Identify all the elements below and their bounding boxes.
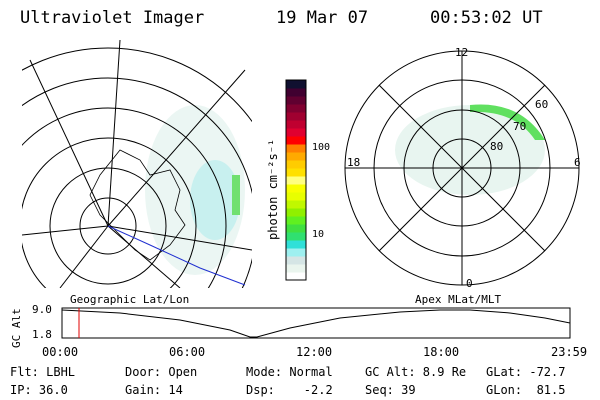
colorbar-tick-10: 10 [312,229,325,240]
polar-grid [344,50,580,286]
colorbar-swatch [286,264,306,273]
xtick-4: 23:59 [551,345,588,359]
seq-info: Seq: 39 [365,383,416,397]
colorbar-label: photon cm⁻²s⁻¹ [266,138,280,240]
colorbar-swatch [286,168,306,177]
mlt-18: 18 [347,156,361,169]
mlt-12: 12 [455,46,469,59]
altitude-plot [61,307,571,339]
xtick-1: 06:00 [169,345,206,359]
mlat-80: 80 [490,140,504,153]
colorbar-frame [285,79,307,281]
glon-info: GLon: 81.5 [486,383,566,397]
colorbar-swatch [286,152,306,161]
gain-info: Gain: 14 [125,383,183,397]
colorbar-swatch [286,80,306,89]
colorbar-swatch [286,120,306,129]
mlt-0: 0 [466,277,473,290]
left-panel-label: Geographic Lat/Lon [70,293,190,306]
geographic-map [22,40,252,288]
colorbar-swatch [286,216,306,225]
alt-ytick-9: 9.0 [32,303,52,316]
colorbar-swatch [286,104,306,113]
alt-ylabel: GC Alt [10,308,23,348]
colorbar-swatch [286,144,306,153]
mode-info: Mode: Normal [246,365,333,379]
glat-info: GLat: -72.7 [486,365,566,379]
mlt-6: 6 [574,156,581,169]
filter-info: Flt: LBHL [10,365,76,379]
colorbar-swatch [286,128,306,137]
colorbar-swatch [286,184,306,193]
dsp-info: Dsp: -2.2 [246,383,333,397]
instrument-title: Ultraviolet Imager [20,8,205,28]
colorbar-swatch [286,232,306,241]
colorbar-tick-100: 100 [312,142,331,153]
colorbar-swatch [286,224,306,233]
ip-info: IP: 36.0 [10,383,68,397]
xtick-3: 18:00 [423,345,460,359]
date-label: 19 Mar 07 [276,8,369,28]
alt-ytick-1: 1.8 [32,328,52,341]
colorbar-swatch [286,176,306,185]
colorbar-swatch [286,160,306,169]
xtick-0: 00:00 [42,345,79,359]
right-panel-label: Apex MLat/MLT [415,293,502,306]
colorbar-swatch [286,136,306,145]
xtick-2: 12:00 [296,345,333,359]
colorbar [285,79,307,281]
gcalt-info: GC Alt: 8.9 Re [365,365,467,379]
mlat-70: 70 [513,120,527,133]
colorbar-swatch [286,96,306,105]
colorbar-swatch [286,192,306,201]
time-label: 00:53:02 UT [430,8,543,28]
mlat-60: 60 [535,98,549,111]
colorbar-swatch [286,256,306,265]
door-info: Door: Open [125,365,198,379]
colorbar-swatch [286,200,306,209]
colorbar-swatch [286,208,306,217]
colorbar-swatch [286,272,306,281]
colorbar-swatch [286,88,306,97]
colorbar-swatch [286,112,306,121]
colorbar-swatch [286,248,306,257]
colorbar-swatch [286,240,306,249]
